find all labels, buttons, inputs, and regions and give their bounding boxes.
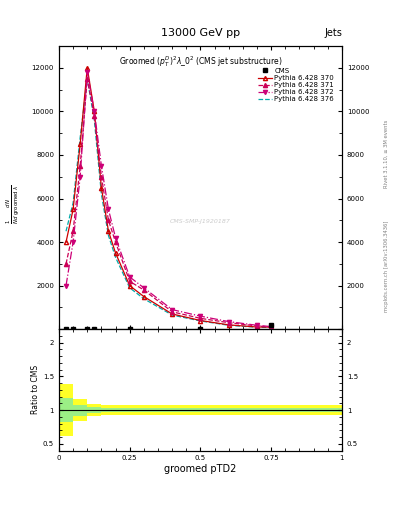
Pythia 6.428 376	[255, 324, 259, 330]
Pythia 6.428 376	[141, 295, 146, 302]
Pythia 6.428 372	[141, 285, 146, 291]
Text: mcplots.cern.ch [arXiv:1306.3436]: mcplots.cern.ch [arXiv:1306.3436]	[384, 221, 389, 312]
Pythia 6.428 371	[127, 278, 132, 284]
Pythia 6.428 376	[71, 200, 75, 206]
Pythia 6.428 370	[99, 184, 104, 190]
Pythia 6.428 370	[85, 65, 90, 71]
Pythia 6.428 370	[141, 293, 146, 300]
Legend: CMS, Pythia 6.428 370, Pythia 6.428 371, Pythia 6.428 372, Pythia 6.428 376: CMS, Pythia 6.428 370, Pythia 6.428 371,…	[256, 67, 336, 103]
Text: CMS-SMP-J1920187: CMS-SMP-J1920187	[170, 219, 231, 224]
CMS	[85, 326, 90, 332]
Pythia 6.428 371	[78, 163, 83, 169]
Pythia 6.428 370	[92, 109, 97, 115]
Pythia 6.428 372	[170, 307, 174, 313]
Pythia 6.428 371	[170, 309, 174, 315]
Pythia 6.428 376	[226, 322, 231, 328]
Line: Pythia 6.428 376: Pythia 6.428 376	[66, 79, 271, 328]
Pythia 6.428 371	[85, 76, 90, 82]
Pythia 6.428 370	[78, 141, 83, 147]
Pythia 6.428 376	[92, 117, 97, 123]
Line: Pythia 6.428 372: Pythia 6.428 372	[64, 70, 273, 329]
Pythia 6.428 371	[106, 217, 111, 223]
Pythia 6.428 376	[78, 135, 83, 141]
Pythia 6.428 372	[269, 324, 274, 330]
Y-axis label: Ratio to CMS: Ratio to CMS	[31, 366, 40, 414]
Pythia 6.428 371	[71, 228, 75, 234]
Pythia 6.428 371	[64, 261, 68, 267]
Pythia 6.428 376	[113, 254, 118, 261]
Pythia 6.428 371	[226, 319, 231, 326]
Text: 13000 GeV pp: 13000 GeV pp	[161, 28, 240, 38]
Pythia 6.428 376	[99, 191, 104, 197]
Pythia 6.428 371	[92, 113, 97, 119]
Pythia 6.428 376	[106, 232, 111, 239]
Pythia 6.428 376	[64, 228, 68, 234]
Pythia 6.428 371	[255, 323, 259, 329]
Pythia 6.428 370	[71, 206, 75, 212]
Pythia 6.428 370	[255, 324, 259, 330]
Pythia 6.428 370	[64, 239, 68, 245]
CMS	[269, 322, 274, 328]
Pythia 6.428 370	[106, 228, 111, 234]
Line: Pythia 6.428 370: Pythia 6.428 370	[64, 66, 273, 329]
Pythia 6.428 371	[269, 324, 274, 330]
Pythia 6.428 372	[92, 109, 97, 115]
Pythia 6.428 370	[113, 250, 118, 256]
CMS	[71, 326, 75, 332]
Pythia 6.428 370	[127, 283, 132, 289]
Pythia 6.428 376	[269, 325, 274, 331]
CMS	[198, 326, 203, 332]
Text: Rivet 3.1.10, ≥ 3M events: Rivet 3.1.10, ≥ 3M events	[384, 119, 389, 188]
CMS	[127, 326, 132, 332]
Pythia 6.428 370	[226, 322, 231, 328]
Pythia 6.428 371	[113, 239, 118, 245]
Pythia 6.428 376	[198, 318, 203, 324]
Line: CMS: CMS	[64, 323, 273, 331]
Pythia 6.428 372	[255, 322, 259, 328]
Pythia 6.428 372	[85, 69, 90, 75]
Pythia 6.428 372	[198, 313, 203, 319]
Pythia 6.428 376	[170, 312, 174, 318]
Pythia 6.428 372	[99, 163, 104, 169]
Text: Groomed $(p_T^D)^2\lambda\_0^2$ (CMS jet substructure): Groomed $(p_T^D)^2\lambda\_0^2$ (CMS jet…	[119, 55, 282, 70]
Pythia 6.428 372	[226, 318, 231, 325]
Pythia 6.428 370	[269, 324, 274, 330]
Pythia 6.428 372	[64, 283, 68, 289]
Pythia 6.428 376	[85, 76, 90, 82]
Text: $\frac{1}{N}\frac{dN}{d\,\mathrm{groomed}\,\lambda}$: $\frac{1}{N}\frac{dN}{d\,\mathrm{groomed…	[4, 185, 21, 224]
Pythia 6.428 370	[170, 311, 174, 317]
Pythia 6.428 372	[127, 274, 132, 280]
CMS	[92, 326, 97, 332]
X-axis label: groomed pTD2: groomed pTD2	[164, 464, 237, 474]
Text: Jets: Jets	[324, 28, 342, 38]
CMS	[64, 326, 68, 332]
Pythia 6.428 371	[198, 315, 203, 322]
Line: Pythia 6.428 371: Pythia 6.428 371	[64, 77, 273, 329]
Pythia 6.428 376	[127, 285, 132, 291]
Pythia 6.428 372	[113, 234, 118, 241]
Pythia 6.428 372	[71, 239, 75, 245]
Pythia 6.428 372	[78, 174, 83, 180]
Pythia 6.428 372	[106, 206, 111, 212]
Pythia 6.428 370	[198, 317, 203, 324]
Pythia 6.428 371	[99, 174, 104, 180]
Pythia 6.428 371	[141, 287, 146, 293]
